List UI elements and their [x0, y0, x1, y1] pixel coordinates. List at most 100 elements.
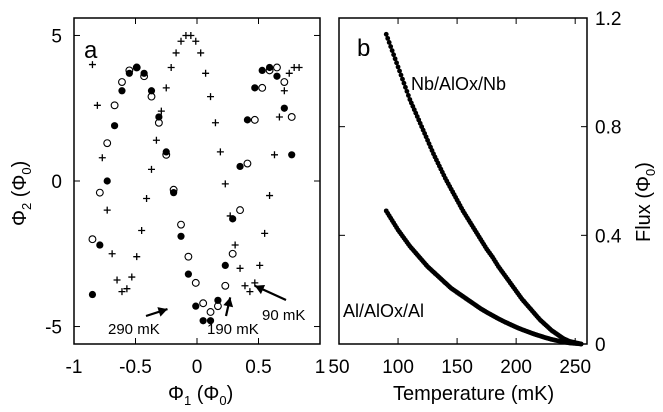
data-point — [578, 341, 584, 347]
a-xtick-label: -1 — [66, 357, 83, 378]
a-xtick-label: -0.5 — [119, 357, 152, 378]
panel-a-frame — [73, 17, 321, 345]
data-point — [241, 282, 249, 290]
data-point — [229, 215, 237, 223]
data-point — [140, 69, 148, 77]
data-point — [275, 113, 283, 121]
a-xtick-label: 0 — [192, 357, 203, 378]
data-point — [385, 35, 391, 41]
data-point — [177, 37, 185, 45]
data-point — [147, 87, 156, 95]
a-ytick-label: 0 — [51, 172, 62, 193]
data-point — [110, 122, 119, 130]
data-point — [88, 235, 97, 244]
data-point — [157, 107, 165, 115]
data-point — [155, 113, 163, 121]
data-point — [221, 261, 229, 270]
data-point — [221, 281, 230, 290]
data-point — [398, 72, 404, 78]
a-ytick-label: 5 — [51, 26, 62, 47]
a-series-filled-circle — [88, 63, 296, 325]
data-point — [177, 232, 185, 240]
data-point — [236, 264, 244, 272]
data-point — [236, 206, 245, 215]
data-point — [236, 162, 244, 171]
data-point — [207, 93, 215, 101]
data-point — [246, 288, 254, 296]
data-point — [103, 139, 112, 148]
data-point — [273, 63, 281, 72]
data-point — [123, 285, 131, 293]
data-point — [295, 63, 303, 71]
annotation-arrowhead — [254, 284, 266, 295]
data-point — [192, 37, 200, 45]
data-point — [187, 31, 195, 39]
data-point — [388, 44, 394, 49]
panel-b-ylabel: Flux (Φ0) — [633, 162, 658, 242]
data-point — [403, 84, 408, 90]
data-point — [118, 288, 126, 296]
data-point — [170, 189, 178, 197]
data-point — [95, 188, 104, 197]
data-point — [251, 279, 259, 287]
data-point — [288, 151, 296, 159]
data-point — [401, 80, 407, 86]
data-point — [93, 101, 101, 109]
panel-a: -1 -0.5 0 0.5 1 -5 0 5 a Φ1 (Φ0) Φ2 (Φ0) 290 mK… — [9, 17, 326, 408]
data-point — [118, 78, 126, 86]
data-point — [167, 63, 175, 71]
data-point — [228, 249, 237, 258]
b-xtick-label: 250 — [559, 357, 591, 378]
data-point — [177, 220, 185, 229]
data-point — [110, 101, 119, 110]
data-point — [397, 68, 402, 74]
data-point — [243, 116, 252, 124]
data-point — [285, 69, 293, 77]
b-ytick-label: 1.2 — [595, 9, 621, 30]
panel-b-label: b — [357, 35, 370, 62]
data-point — [98, 154, 106, 162]
data-point — [206, 308, 215, 316]
b-xtick-label: 100 — [382, 357, 414, 378]
b-series-1 — [383, 208, 584, 347]
data-point — [394, 60, 399, 66]
data-point — [143, 194, 151, 202]
data-point — [103, 177, 111, 185]
data-point — [162, 84, 170, 92]
data-point — [261, 229, 269, 237]
panel-a-xlabel: Φ1 (Φ0) — [168, 383, 233, 408]
a-series-open-circle — [88, 63, 296, 316]
a-xtick-label: 1 — [315, 357, 326, 378]
data-point — [197, 49, 205, 57]
data-point — [287, 113, 296, 121]
data-point — [383, 31, 389, 37]
data-point — [386, 40, 392, 45]
data-point — [113, 276, 121, 284]
data-point — [96, 241, 104, 249]
annotation-arrowhead — [157, 307, 168, 317]
data-point — [162, 148, 170, 156]
data-point — [243, 159, 252, 168]
data-point — [404, 88, 410, 94]
data-point — [389, 48, 395, 53]
data-point — [231, 241, 239, 249]
annotation-label: 290 mK — [108, 321, 160, 338]
data-point — [280, 87, 288, 95]
data-point — [88, 290, 97, 299]
panel-a-ylabel: Φ2 (Φ0) — [9, 161, 34, 226]
series-label-al: Al/AlOx/Al — [343, 301, 424, 321]
panel-a-label: a — [84, 37, 98, 64]
b-xtick-label: 50 — [328, 357, 349, 378]
data-point — [172, 49, 180, 57]
annotation-arrowhead — [223, 297, 234, 308]
b-ytick-label: 0.8 — [595, 118, 621, 139]
data-point — [392, 56, 398, 62]
a-xtick-label: 0.5 — [245, 357, 271, 378]
data-point — [108, 250, 116, 258]
b-ytick-label: 0.4 — [595, 226, 622, 247]
data-point — [405, 93, 411, 98]
data-point — [133, 63, 141, 72]
data-point — [258, 83, 267, 92]
data-point — [221, 180, 229, 188]
